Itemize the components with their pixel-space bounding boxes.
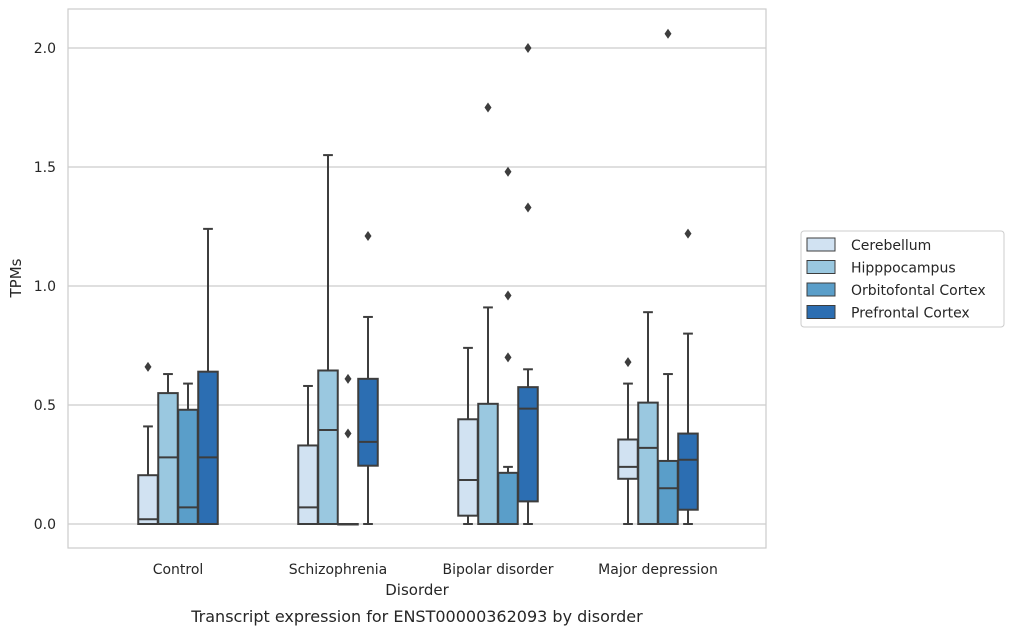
legend-box — [800, 230, 1005, 328]
chart-caption: Transcript expression for ENST0000036209… — [190, 607, 643, 626]
y-tick-label: 0.0 — [34, 517, 56, 533]
outlier-point — [484, 102, 492, 113]
box-prefrontal-cortex — [357, 231, 379, 525]
box-iqr — [317, 369, 339, 525]
y-tick-labels: 0.0 0.5 1.0 1.5 2.0 — [34, 41, 56, 533]
box-iqr — [157, 392, 179, 525]
x-tick-label: Major depression — [598, 562, 718, 578]
box-iqr — [357, 377, 379, 467]
outlier-point — [504, 352, 512, 363]
box-iqr — [497, 471, 519, 525]
box-prefrontal-cortex — [677, 228, 699, 525]
box-iqr — [477, 402, 499, 525]
outlier-point — [524, 43, 532, 53]
box-cerebellum — [137, 361, 159, 525]
box-orbitofontal-cortex — [497, 166, 519, 525]
box-iqr — [657, 459, 679, 525]
y-axis-label: TPMs — [7, 258, 25, 298]
outlier-point — [664, 28, 672, 39]
box-iqr — [517, 386, 539, 503]
box-hipppocampus — [317, 154, 339, 525]
x-tick-label: Control — [153, 562, 204, 578]
outlier-point — [344, 373, 352, 384]
box-prefrontal-cortex — [517, 43, 539, 525]
box-iqr — [137, 474, 159, 525]
outlier-point — [364, 231, 372, 242]
box-hipppocampus — [637, 311, 659, 525]
y-tick-label: 1.5 — [34, 160, 56, 176]
outlier-point — [504, 166, 512, 177]
box-iqr — [677, 432, 699, 511]
legend-label: Cerebellum — [851, 238, 931, 254]
box-iqr — [197, 370, 219, 525]
box-iqr — [637, 401, 659, 525]
y-tick-label: 1.0 — [34, 279, 56, 295]
outlier-point — [504, 290, 512, 301]
y-tick-label: 0.5 — [34, 398, 56, 414]
x-tick-label: Bipolar disorder — [442, 562, 553, 578]
outlier-point — [624, 357, 632, 368]
legend-label: Prefrontal Cortex — [851, 306, 970, 322]
y-tick-label: 2.0 — [34, 41, 56, 57]
x-axis-label: Disorder — [385, 581, 449, 599]
legend-swatch — [806, 305, 836, 319]
outlier-point — [344, 428, 352, 439]
box-hipppocampus — [477, 102, 499, 525]
outlier-point — [524, 202, 532, 213]
outlier-point — [144, 361, 152, 372]
box-iqr — [617, 438, 639, 480]
box-iqr — [457, 418, 479, 517]
box-orbitofontal-cortex — [177, 382, 199, 526]
box-orbitofontal-cortex — [337, 373, 359, 526]
legend-swatch — [806, 282, 836, 297]
x-tick-label: Schizophrenia — [289, 562, 387, 578]
box-iqr — [297, 444, 319, 525]
x-tick-labels: Control Schizophrenia Bipolar disorder Majo… — [153, 562, 718, 578]
box-prefrontal-cortex — [197, 227, 219, 525]
boxes — [137, 28, 699, 526]
outlier-point — [684, 228, 692, 239]
box-hipppocampus — [157, 373, 179, 525]
legend: Cerebellum Hipppocampus Orbitofontal Corte… — [800, 230, 1005, 328]
legend-label: Hipppocampus — [851, 261, 956, 277]
legend-swatch — [806, 260, 836, 274]
legend-label: Orbitofontal Cortex — [851, 283, 986, 299]
legend-swatch — [806, 237, 836, 252]
